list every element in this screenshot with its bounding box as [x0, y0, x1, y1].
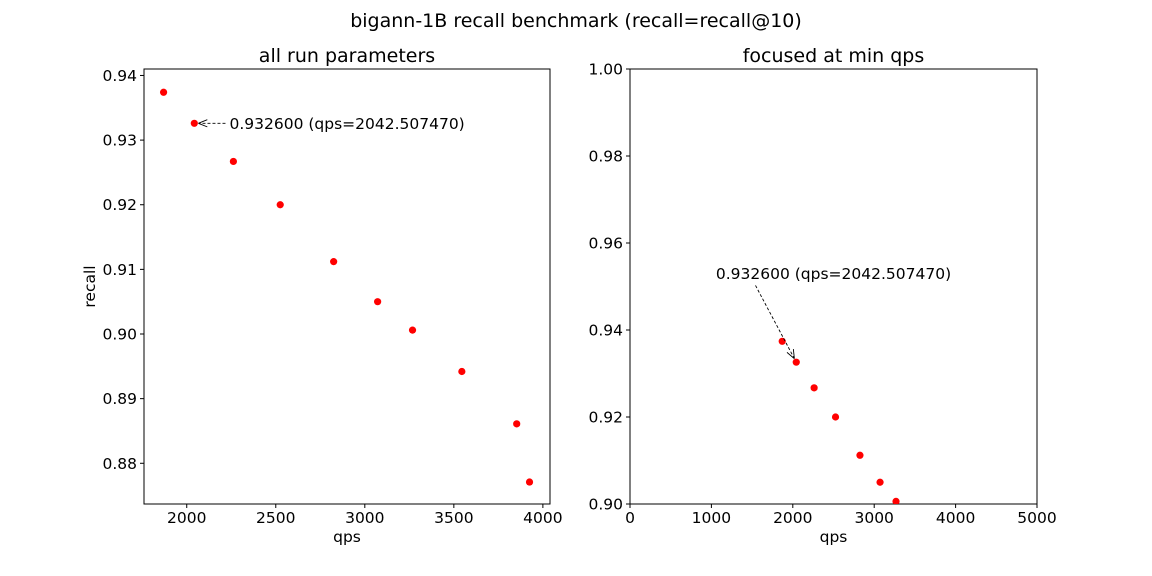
axes-title: all run parameters: [259, 45, 435, 67]
data-point: [458, 368, 465, 375]
x-tick-label: 3500: [434, 509, 473, 527]
x-tick-label: 5000: [1017, 509, 1056, 527]
data-point: [779, 338, 786, 345]
data-point: [940, 561, 947, 568]
y-tick-label: 1.00: [588, 61, 623, 79]
chart-panel-2: focused at min qps 0 1000 2000 3000 4000 5000 0…: [588, 45, 1056, 576]
y-axis-label: recall: [81, 265, 99, 307]
axes-title: focused at min qps: [743, 45, 925, 67]
data-point: [526, 478, 533, 485]
data-series: [779, 338, 953, 576]
data-series: [160, 89, 533, 486]
y-tick-label: 0.93: [102, 132, 137, 150]
data-point: [856, 452, 863, 459]
data-point: [876, 479, 883, 486]
data-point: [513, 420, 520, 427]
y-tick-label: 0.92: [588, 409, 623, 427]
x-axis-label: qps: [333, 528, 361, 546]
data-point: [892, 498, 899, 505]
y-tick-label: 0.90: [102, 326, 137, 344]
annotation-label: 0.932600 (qps=2042.507470): [716, 265, 951, 283]
x-tick-label: 2000: [167, 509, 206, 527]
x-tick-label: 4000: [523, 509, 562, 527]
axes-frame: [630, 69, 1037, 504]
x-tick-label: 2000: [773, 509, 812, 527]
x-tick-label: 2500: [256, 509, 295, 527]
data-point: [230, 158, 237, 165]
data-point: [409, 327, 416, 334]
y-tick-label: 0.98: [588, 148, 623, 166]
data-point: [160, 89, 167, 96]
x-tick-label: 3000: [345, 509, 384, 527]
y-tick-label: 0.91: [102, 261, 137, 279]
y-tick-label: 0.94: [102, 67, 137, 85]
annotation-label: 0.932600 (qps=2042.507470): [229, 115, 464, 133]
x-tick-label: 4000: [936, 509, 975, 527]
data-point: [811, 384, 818, 391]
x-tick-label: 1000: [692, 509, 731, 527]
axes-frame: [144, 69, 550, 504]
data-point: [915, 526, 922, 533]
y-tick-label: 0.94: [588, 322, 623, 340]
data-point: [832, 413, 839, 420]
y-tick-label: 0.88: [102, 455, 137, 473]
data-point: [793, 359, 800, 366]
x-axis-label: qps: [820, 528, 848, 546]
y-tick-label: 0.89: [102, 390, 137, 408]
figure-title: bigann-1B recall benchmark (recall=recal…: [350, 10, 802, 32]
y-tick-label: 0.96: [588, 235, 623, 253]
annotation-arrow: [756, 285, 795, 358]
data-point: [330, 258, 337, 265]
chart-panel-1: all run parameters 2000 2500 3000 3500 4000 0.…: [81, 45, 563, 546]
data-point: [191, 120, 198, 127]
data-point: [374, 298, 381, 305]
x-tick-label: 0: [625, 509, 635, 527]
y-tick-label: 0.92: [102, 196, 137, 214]
x-tick-label: 3000: [854, 509, 893, 527]
data-point: [277, 201, 284, 208]
y-tick-label: 0.90: [588, 496, 623, 514]
